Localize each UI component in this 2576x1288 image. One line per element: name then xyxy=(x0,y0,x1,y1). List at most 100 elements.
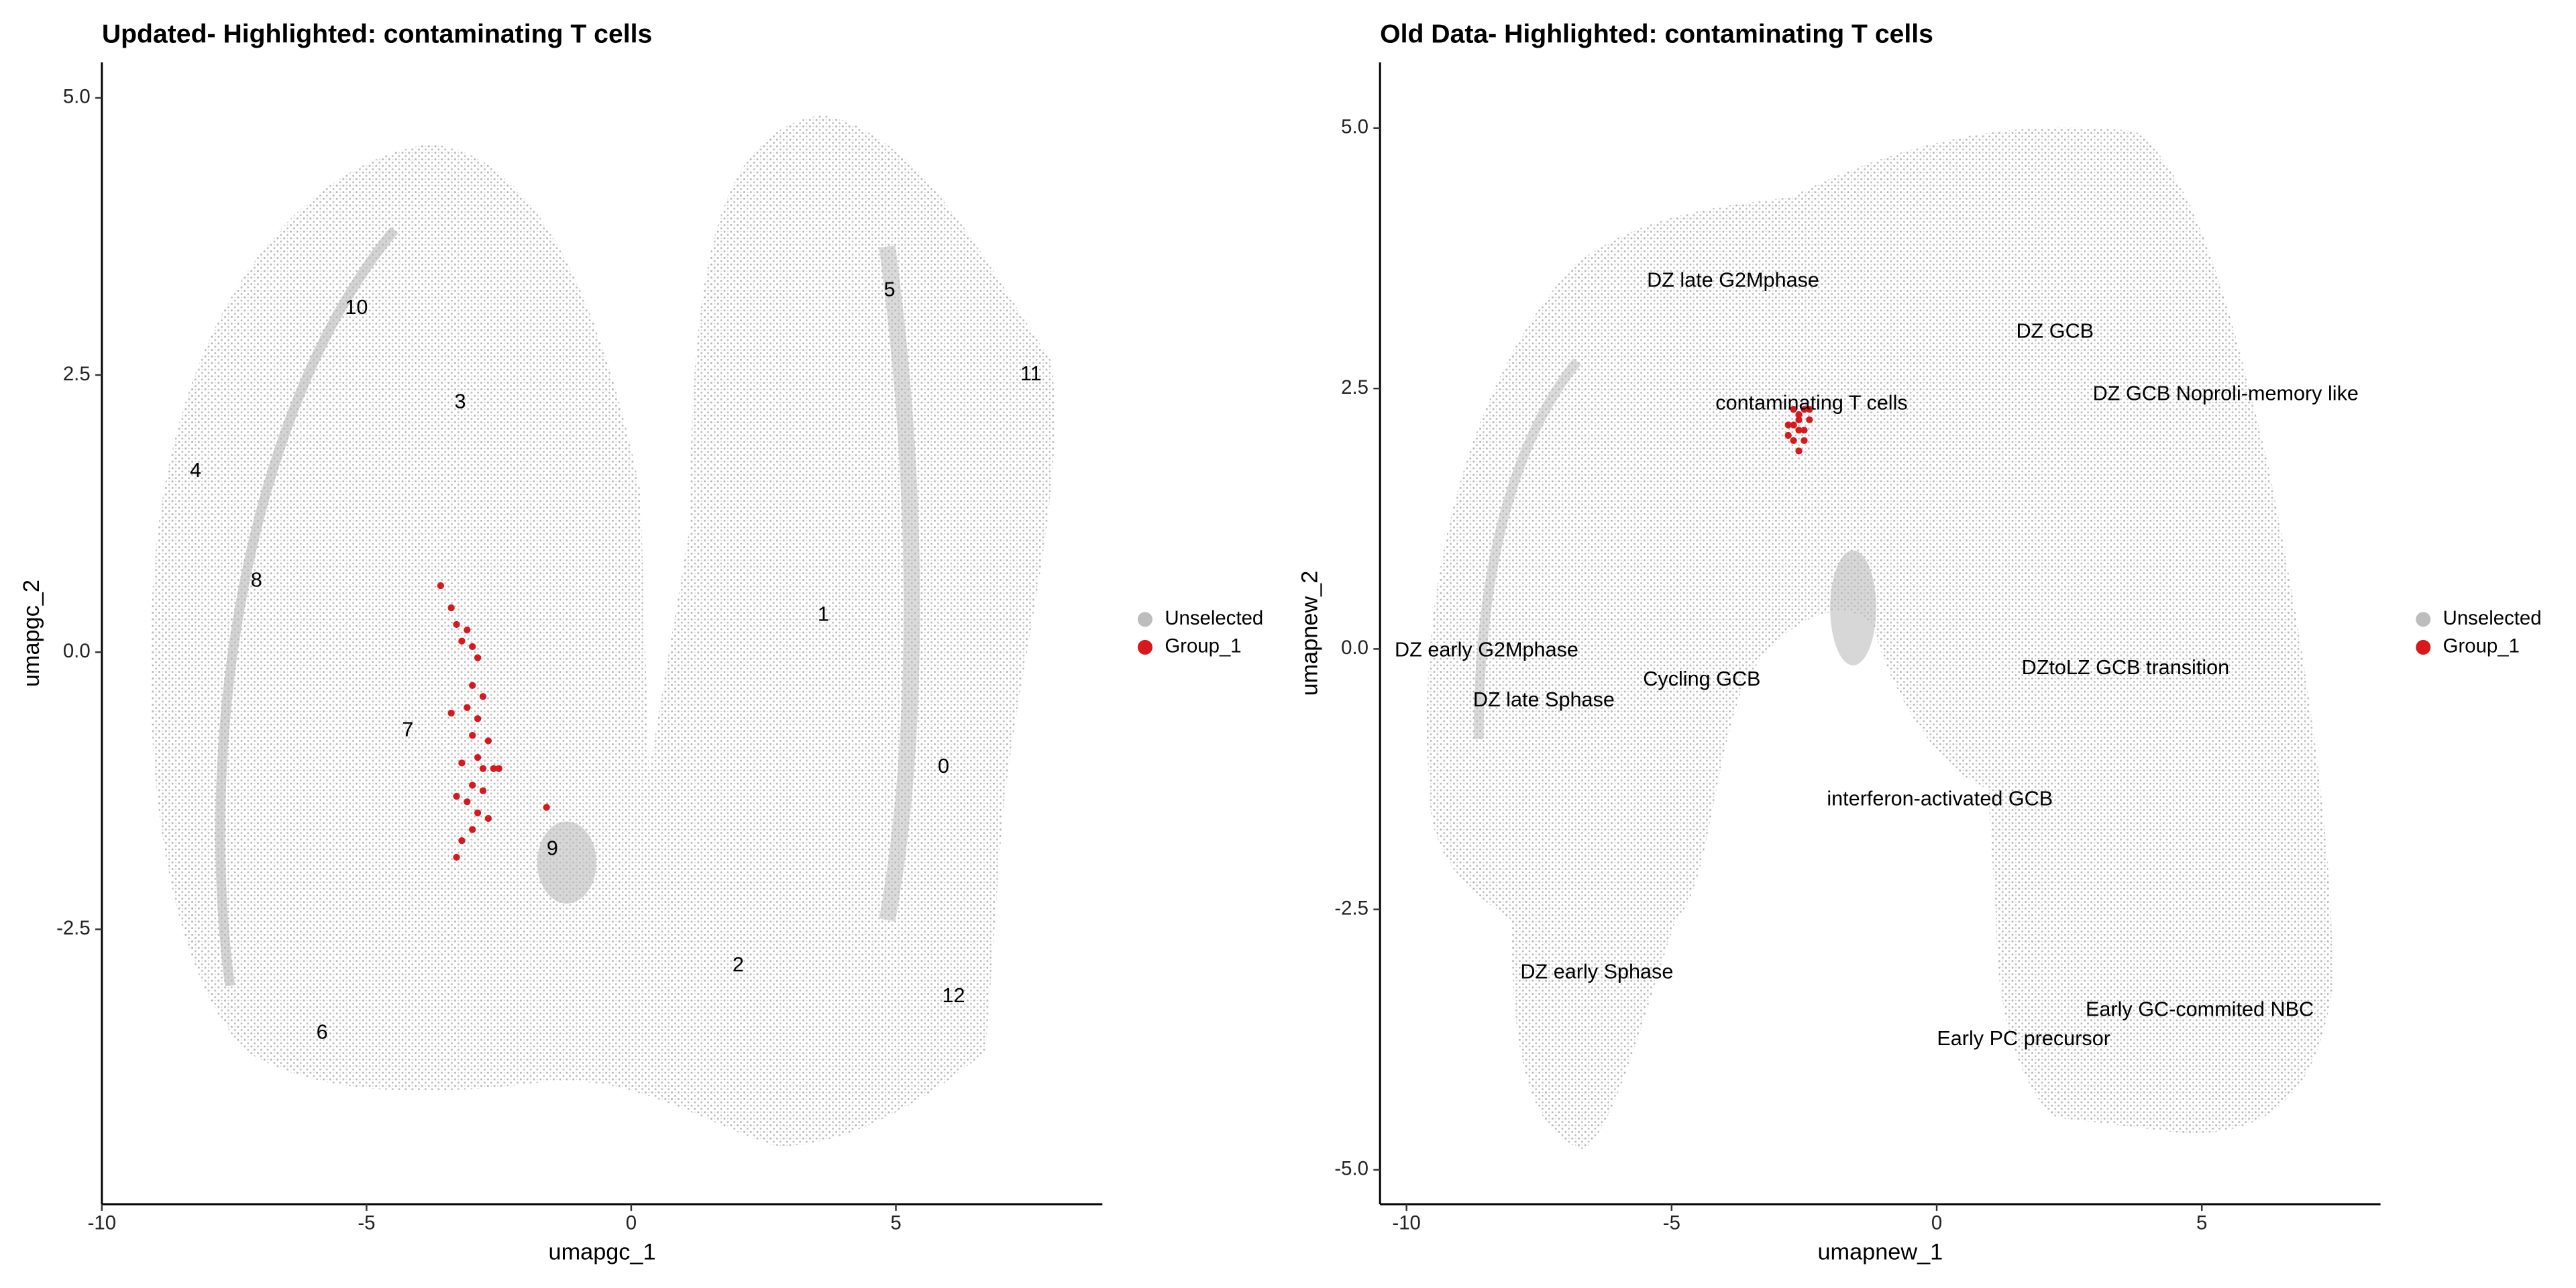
cell-point xyxy=(447,604,455,612)
y-axis-label: umapgc_2 xyxy=(19,580,44,687)
cell-point xyxy=(1806,416,1813,423)
cell-point xyxy=(495,765,502,772)
cluster-label: DZtoLZ GCB transition xyxy=(2022,656,2230,679)
x-tick-label: -10 xyxy=(88,1212,116,1234)
legend-swatch xyxy=(1137,639,1152,655)
legend-label: Group_1 xyxy=(2443,635,2520,657)
cell-point xyxy=(484,737,492,745)
y-tick-label: -5.0 xyxy=(1334,1158,1368,1180)
cell-point xyxy=(1801,437,1808,444)
cell-point xyxy=(1795,447,1803,455)
cell-point xyxy=(447,709,455,717)
cluster-label: 3 xyxy=(455,390,466,413)
cluster-label: DZ GCB xyxy=(2016,319,2094,342)
cell-point xyxy=(474,809,482,816)
y-tick-label: -2.5 xyxy=(1334,897,1368,919)
cell-point xyxy=(469,643,476,651)
cluster-label: 4 xyxy=(190,459,201,482)
x-tick-label: 5 xyxy=(2196,1212,2207,1234)
chart-title: Updated- Highlighted: contaminating T ce… xyxy=(102,20,652,49)
y-tick-label: 2.5 xyxy=(1341,376,1368,398)
cell-point xyxy=(1790,406,1797,413)
cell-point xyxy=(479,693,487,700)
cell-point xyxy=(453,621,460,629)
cell-point xyxy=(458,637,466,645)
y-tick-label: 0.0 xyxy=(1341,637,1368,659)
chart-title: Old Data- Highlighted: contaminating T c… xyxy=(1380,20,1933,49)
cluster-label: 9 xyxy=(547,837,558,859)
cell-point xyxy=(479,787,487,794)
cell-point xyxy=(1790,421,1797,429)
cell-point xyxy=(469,682,476,689)
cluster-label: 0 xyxy=(938,755,949,777)
cell-point xyxy=(1795,411,1803,419)
y-tick-label: -2.5 xyxy=(56,917,91,939)
cell-point xyxy=(1795,416,1803,423)
legend-label: Unselected xyxy=(2443,607,2542,629)
legend-swatch xyxy=(2416,639,2431,655)
cell-point xyxy=(1784,431,1792,439)
cell-point xyxy=(474,654,482,661)
cell-point xyxy=(453,853,460,861)
legend-swatch xyxy=(1137,612,1152,627)
x-tick-label: 0 xyxy=(1931,1212,1942,1234)
x-tick-label: -10 xyxy=(1392,1212,1420,1234)
legend-label: Group_1 xyxy=(1165,635,1241,657)
cluster-label: DZ early Sphase xyxy=(1520,960,1673,983)
cluster-label: 2 xyxy=(733,953,744,976)
y-tick-label: 5.0 xyxy=(1341,116,1368,138)
cell-point xyxy=(490,765,497,772)
x-tick-label: 0 xyxy=(626,1212,637,1234)
cluster-label: 5 xyxy=(884,278,896,301)
y-tick-label: 2.5 xyxy=(63,363,91,385)
cell-point xyxy=(464,626,471,634)
cell-point xyxy=(469,826,476,833)
cell-point xyxy=(1795,427,1803,434)
x-tick-label: -5 xyxy=(1663,1212,1680,1234)
cell-point xyxy=(1806,406,1813,413)
legend-swatch xyxy=(2416,612,2431,627)
cell-point xyxy=(474,754,482,761)
x-tick-label: 5 xyxy=(890,1212,901,1234)
cell-point xyxy=(464,798,471,806)
cell-point xyxy=(469,731,476,739)
cell-cloud-right xyxy=(1426,127,2333,1150)
cluster-label: DZ late Sphase xyxy=(1473,688,1615,711)
cluster-label: 1 xyxy=(818,603,829,626)
cell-point xyxy=(479,765,487,772)
cell-cloud-left xyxy=(150,115,1055,1146)
cluster-label: Cycling GCB xyxy=(1643,667,1760,690)
x-tick-label: -5 xyxy=(358,1212,375,1234)
x-axis-label: umapgc_1 xyxy=(549,1240,656,1265)
y-tick-label: 5.0 xyxy=(63,86,91,108)
cell-point xyxy=(458,837,466,845)
cluster-label: 7 xyxy=(402,718,413,741)
cluster-label: 8 xyxy=(251,569,262,592)
cluster-label: interferon-activated GCB xyxy=(1827,788,2053,810)
cluster-label: DZ GCB Noproli-memory like xyxy=(2093,382,2359,405)
legend-label: Unselected xyxy=(1165,607,1263,629)
cell-point xyxy=(458,759,466,767)
cluster-label: 6 xyxy=(317,1021,328,1044)
cell-point xyxy=(1790,437,1797,444)
cluster-label: DZ early G2Mphase xyxy=(1395,639,1578,661)
y-axis-label: umapnew_2 xyxy=(1297,571,1322,696)
cluster-label: DZ late G2Mphase xyxy=(1647,268,1819,291)
cell-point xyxy=(437,582,445,590)
cell-point xyxy=(474,715,482,722)
cell-point xyxy=(464,704,471,711)
cluster-label: contaminating T cells xyxy=(1715,392,1907,415)
cell-point xyxy=(1801,427,1808,434)
cluster-label: 10 xyxy=(345,296,368,319)
cell-point xyxy=(469,782,476,789)
cluster-label: 12 xyxy=(942,984,965,1007)
y-tick-label: 0.0 xyxy=(63,640,91,662)
x-axis-label: umapnew_1 xyxy=(1818,1240,1943,1265)
cell-point xyxy=(1784,421,1792,429)
cell-point xyxy=(543,804,550,811)
cell-point xyxy=(453,792,460,800)
cluster-label: 11 xyxy=(1020,362,1042,385)
cell-point xyxy=(484,814,492,822)
cell-point xyxy=(1801,406,1808,413)
